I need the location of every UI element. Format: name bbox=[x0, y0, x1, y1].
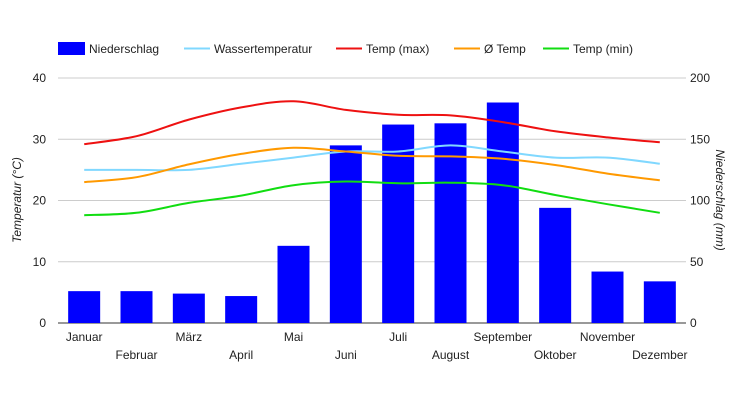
precipitation-bar-november bbox=[591, 271, 624, 323]
right-tick-label: 50 bbox=[690, 255, 704, 269]
right-axis-ticks: 0 50 100 150 200 bbox=[690, 71, 710, 330]
legend-label: Niederschlag bbox=[89, 42, 159, 56]
left-tick-label: 10 bbox=[33, 255, 47, 269]
x-tick-label-april: April bbox=[229, 348, 253, 362]
line-temp-max bbox=[84, 100, 660, 146]
x-tick-label-mai: Mai bbox=[284, 330, 303, 344]
x-tick-label-januar: Januar bbox=[66, 330, 103, 344]
legend-swatch bbox=[58, 42, 85, 55]
right-tick-label: 100 bbox=[690, 194, 710, 208]
precipitation-bar-marz bbox=[172, 293, 205, 323]
precipitation-bar-februar bbox=[120, 291, 153, 323]
chart-legend: Niederschlag Wassertemperatur Temp (max) Ø … bbox=[58, 42, 633, 56]
x-tick-label-marz: März bbox=[175, 330, 202, 344]
x-tick-label-juni: Juni bbox=[335, 348, 357, 362]
precipitation-bar-juli bbox=[382, 124, 415, 323]
right-tick-label: 150 bbox=[690, 132, 710, 146]
legend-label: Ø Temp bbox=[484, 42, 526, 56]
left-tick-label: 40 bbox=[33, 71, 47, 85]
x-tick-label-juli: Juli bbox=[389, 330, 407, 344]
right-tick-label: 0 bbox=[690, 316, 697, 330]
precipitation-bar-dezember bbox=[643, 281, 676, 323]
legend-item-temp-max: Temp (max) bbox=[336, 42, 429, 56]
right-axis-title: Niederschlag (mm) bbox=[713, 149, 727, 250]
precipitation-bar-april bbox=[225, 296, 258, 323]
left-axis-ticks: 0 10 20 30 40 bbox=[33, 71, 47, 330]
x-tick-label-august: August bbox=[432, 348, 470, 362]
precipitation-bar-januar bbox=[68, 291, 101, 323]
x-tick-label-februar: Februar bbox=[115, 348, 157, 362]
legend-item-niederschlag: Niederschlag bbox=[58, 42, 159, 56]
x-tick-label-september: September bbox=[473, 330, 532, 344]
right-tick-label: 200 bbox=[690, 71, 710, 85]
precipitation-bar-mai bbox=[277, 245, 310, 323]
left-tick-label: 30 bbox=[33, 132, 47, 146]
legend-label: Temp (min) bbox=[573, 42, 633, 56]
line-temp-min bbox=[84, 180, 660, 217]
x-axis-ticks: Januar Februar März April Mai Juni Juli AugustS… bbox=[66, 330, 688, 362]
grid-lines bbox=[58, 77, 686, 324]
precipitation-bar-september bbox=[486, 102, 519, 323]
legend-label: Wassertemperatur bbox=[214, 42, 312, 56]
left-tick-label: 20 bbox=[33, 194, 47, 208]
line-o-temp bbox=[84, 146, 660, 184]
left-axis-title: Temperatur (°C) bbox=[10, 157, 24, 243]
precipitation-bar-juni bbox=[329, 145, 362, 323]
legend-item-temp-min: Temp (min) bbox=[543, 42, 633, 56]
legend-label: Temp (max) bbox=[366, 42, 429, 56]
x-tick-label-november: November bbox=[580, 330, 635, 344]
legend-item-wassertemperatur: Wassertemperatur bbox=[184, 42, 312, 56]
x-tick-label-dezember: Dezember bbox=[632, 348, 687, 362]
x-tick-label-oktober: Oktober bbox=[534, 348, 577, 362]
line-wassertemperatur bbox=[84, 144, 660, 172]
precipitation-bar-august bbox=[434, 123, 467, 323]
left-tick-label: 0 bbox=[39, 316, 46, 330]
precipitation-bar-oktober bbox=[539, 207, 572, 323]
temperature-lines bbox=[84, 100, 660, 217]
legend-item-o-temp: Ø Temp bbox=[454, 42, 526, 56]
